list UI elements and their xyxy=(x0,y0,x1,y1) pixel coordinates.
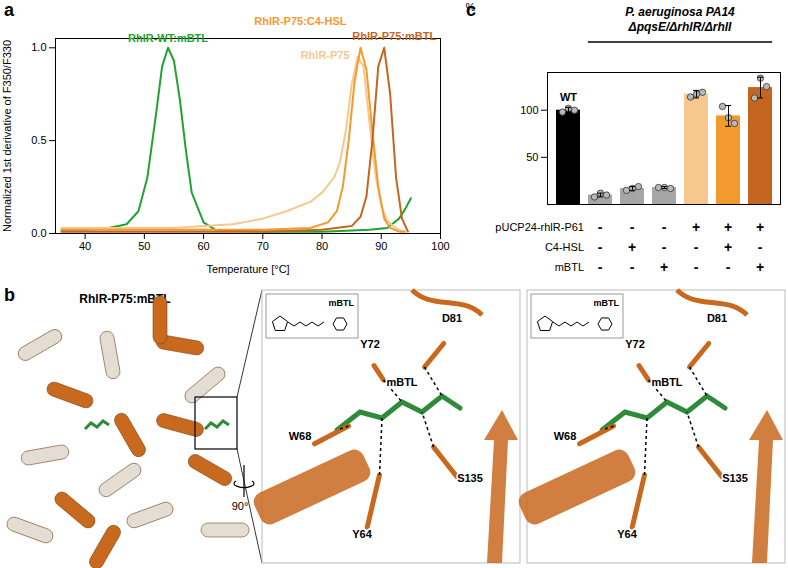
svg-text:90: 90 xyxy=(375,240,387,252)
svg-text:1.0: 1.0 xyxy=(31,41,46,53)
svg-text:50: 50 xyxy=(138,240,150,252)
svg-text:RhlR-P75: RhlR-P75 xyxy=(301,49,350,61)
svg-text:-: - xyxy=(662,219,667,235)
svg-text:Y72: Y72 xyxy=(625,338,645,350)
svg-text:mBTL: mBTL xyxy=(555,261,584,273)
svg-text:pUCP24-rhlR-P61: pUCP24-rhlR-P61 xyxy=(495,221,584,233)
svg-text:0.0: 0.0 xyxy=(31,227,46,239)
svg-text:mBTL: mBTL xyxy=(651,376,682,388)
svg-text:70: 70 xyxy=(257,240,269,252)
svg-text:Y64: Y64 xyxy=(617,528,637,540)
svg-text:Y72: Y72 xyxy=(360,338,380,350)
svg-text:+: + xyxy=(628,239,636,255)
svg-text:mBTL: mBTL xyxy=(329,298,355,308)
svg-text:ΔpqsE/ΔrhlR/ΔrhlI: ΔpqsE/ΔrhlR/ΔrhlI xyxy=(628,20,733,34)
svg-text:W68: W68 xyxy=(289,430,312,442)
svg-text:90°: 90° xyxy=(232,500,249,512)
html-text:c: c xyxy=(466,0,476,20)
svg-text:+: + xyxy=(756,259,764,275)
svg-text:Y64: Y64 xyxy=(352,528,372,540)
svg-text:80: 80 xyxy=(316,240,328,252)
svg-text:-: - xyxy=(726,259,731,275)
svg-text:S135: S135 xyxy=(457,472,483,484)
svg-text:+: + xyxy=(724,219,732,235)
svg-text:0.5: 0.5 xyxy=(31,134,46,146)
svg-text:100: 100 xyxy=(431,240,449,252)
svg-text:RhlR-WT:mBTL: RhlR-WT:mBTL xyxy=(128,32,208,44)
svg-text:RhlR-P75:C4-HSL: RhlR-P75:C4-HSL xyxy=(254,15,347,27)
svg-text:-: - xyxy=(662,239,667,255)
svg-text:P. aeruginosa PA14: P. aeruginosa PA14 xyxy=(625,5,735,19)
svg-text:+: + xyxy=(692,219,700,235)
svg-text:RhlR-P75:mBTL: RhlR-P75:mBTL xyxy=(352,30,436,42)
svg-text:-: - xyxy=(598,259,603,275)
svg-text:40: 40 xyxy=(79,240,91,252)
svg-text:-: - xyxy=(598,239,603,255)
svg-text:mBTL: mBTL xyxy=(386,376,417,388)
svg-text:b: b xyxy=(4,285,15,305)
svg-text:60: 60 xyxy=(197,240,209,252)
svg-text:-: - xyxy=(694,259,699,275)
svg-text:S135: S135 xyxy=(722,472,748,484)
svg-text:-: - xyxy=(598,219,603,235)
svg-text:RhlR-P75:mBTL: RhlR-P75:mBTL xyxy=(79,292,171,306)
html-text:a: a xyxy=(4,0,14,20)
svg-text:-: - xyxy=(758,239,763,255)
svg-text:+: + xyxy=(724,239,732,255)
svg-text:-: - xyxy=(694,239,699,255)
svg-text:50: 50 xyxy=(526,151,538,163)
svg-text:D81: D81 xyxy=(707,312,727,324)
svg-text:+: + xyxy=(756,219,764,235)
svg-text:W68: W68 xyxy=(554,430,577,442)
svg-text:WT: WT xyxy=(560,91,577,103)
svg-text:Temperature [°C]: Temperature [°C] xyxy=(206,263,289,275)
svg-text:C4-HSL: C4-HSL xyxy=(545,241,584,253)
svg-text:-: - xyxy=(630,219,635,235)
svg-text:D81: D81 xyxy=(442,312,462,324)
svg-text:Normalized 1st derivative of F: Normalized 1st derivative of F350/F330 xyxy=(1,40,13,232)
svg-text:-: - xyxy=(630,259,635,275)
svg-text:mBTL: mBTL xyxy=(594,298,620,308)
svg-text:100: 100 xyxy=(520,104,538,116)
svg-text:+: + xyxy=(660,259,668,275)
